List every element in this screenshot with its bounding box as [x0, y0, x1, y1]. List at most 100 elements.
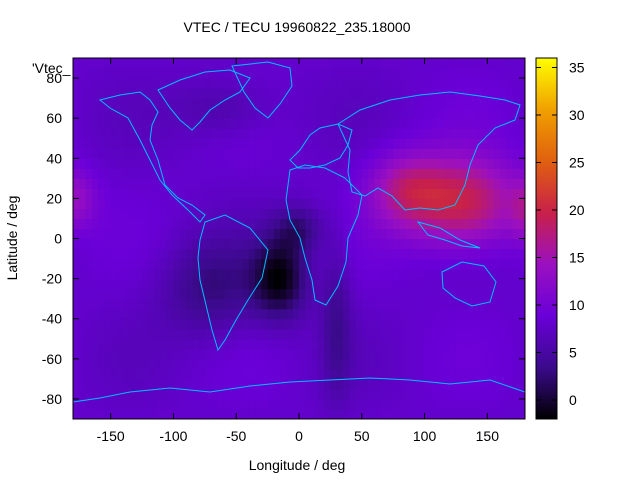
heatmap-cell	[154, 298, 162, 310]
heatmap-cell	[192, 328, 200, 340]
heatmap-cell	[336, 238, 344, 250]
heatmap-cell	[336, 228, 344, 240]
heatmap-cell	[110, 328, 118, 340]
heatmap-cell	[336, 358, 344, 370]
heatmap-cell	[424, 158, 432, 169]
heatmap-cell	[248, 188, 256, 199]
heatmap-cell	[330, 368, 338, 380]
heatmap-cell	[204, 88, 212, 99]
heatmap-cell	[405, 268, 413, 280]
heatmap-cell	[173, 288, 181, 300]
heatmap-cell	[242, 378, 250, 390]
heatmap-cell	[374, 268, 382, 280]
heatmap-cell	[280, 78, 288, 89]
heatmap-cell	[85, 68, 93, 79]
heatmap-cell	[129, 58, 137, 69]
heatmap-cell	[91, 128, 99, 139]
heatmap-cell	[380, 348, 388, 360]
heatmap-cell	[355, 108, 363, 119]
heatmap-cell	[336, 148, 344, 159]
heatmap-cell	[223, 98, 231, 109]
heatmap-cell	[148, 358, 156, 370]
heatmap-cell	[173, 148, 181, 159]
heatmap-cell	[355, 248, 363, 260]
heatmap-cell	[449, 338, 457, 350]
heatmap-cell	[399, 288, 407, 300]
heatmap-cell	[449, 238, 457, 250]
heatmap-cell	[267, 68, 275, 79]
heatmap-cell	[142, 238, 149, 250]
heatmap-cell	[198, 168, 206, 179]
heatmap-cell	[186, 258, 193, 270]
heatmap-cell	[179, 388, 187, 400]
heatmap-cell	[110, 358, 118, 370]
heatmap-cell	[493, 308, 501, 320]
heatmap-cell	[462, 248, 470, 260]
heatmap-cell	[405, 208, 413, 220]
heatmap-cell	[336, 58, 344, 69]
heatmap-cell	[305, 148, 313, 159]
heatmap-cell	[186, 298, 193, 310]
heatmap-cell	[192, 158, 200, 169]
heatmap-cell	[98, 78, 105, 89]
heatmap-cell	[261, 168, 269, 179]
heatmap-cell	[192, 408, 200, 419]
y-tick-label: 40	[46, 150, 62, 166]
heatmap-cell	[116, 328, 124, 340]
heatmap-cell	[79, 128, 87, 139]
heatmap-cell	[424, 288, 432, 300]
heatmap-cell	[311, 158, 319, 169]
heatmap-cell	[192, 148, 200, 159]
heatmap-cell	[311, 358, 319, 370]
heatmap-cell	[198, 128, 206, 139]
heatmap-cell	[355, 138, 363, 149]
heatmap-cell	[449, 98, 457, 109]
heatmap-cell	[437, 338, 444, 350]
heatmap-cell	[273, 348, 281, 360]
heatmap-cell	[455, 148, 463, 159]
heatmap-cell	[255, 98, 262, 109]
heatmap-cell	[437, 388, 444, 400]
colorbar-tick-label: 15	[569, 250, 585, 266]
heatmap-cell	[493, 288, 501, 300]
heatmap-cell	[386, 108, 394, 119]
heatmap-cell	[487, 228, 495, 240]
heatmap-cell	[110, 278, 118, 290]
heatmap-cell	[110, 258, 118, 270]
heatmap-cell	[261, 318, 269, 330]
heatmap-cell	[129, 258, 137, 270]
heatmap-cell	[186, 188, 193, 199]
heatmap-cell	[455, 338, 463, 350]
heatmap-cell	[399, 368, 407, 380]
coastline-antarctica	[73, 377, 525, 403]
heatmap-cell	[217, 248, 225, 260]
heatmap-cell	[481, 78, 488, 89]
heatmap-cell	[280, 378, 288, 390]
heatmap-cell	[160, 308, 168, 320]
heatmap-cell	[192, 388, 200, 400]
heatmap-cell	[299, 338, 306, 350]
heatmap-cell	[292, 358, 300, 370]
heatmap-cell	[361, 208, 369, 220]
heatmap-cell	[386, 248, 394, 260]
heatmap-cell	[186, 408, 193, 419]
heatmap-cell	[299, 108, 306, 119]
heatmap-cell	[305, 368, 313, 380]
heatmap-cell	[455, 198, 463, 210]
heatmap-cell	[305, 398, 313, 410]
heatmap-cell	[437, 358, 444, 370]
heatmap-cell	[474, 328, 482, 340]
heatmap-cell	[248, 378, 256, 390]
heatmap-cell	[248, 248, 256, 260]
heatmap-cell	[506, 118, 514, 129]
heatmap-cell	[179, 108, 187, 119]
heatmap-cell	[179, 348, 187, 360]
heatmap-cell	[160, 338, 168, 350]
heatmap-cell	[135, 328, 143, 340]
heatmap-cell	[142, 218, 149, 230]
heatmap-cell	[462, 218, 470, 230]
heatmap-cell	[280, 258, 288, 270]
heatmap-cell	[179, 298, 187, 310]
heatmap-cell	[412, 258, 419, 270]
heatmap-cell	[173, 188, 181, 199]
